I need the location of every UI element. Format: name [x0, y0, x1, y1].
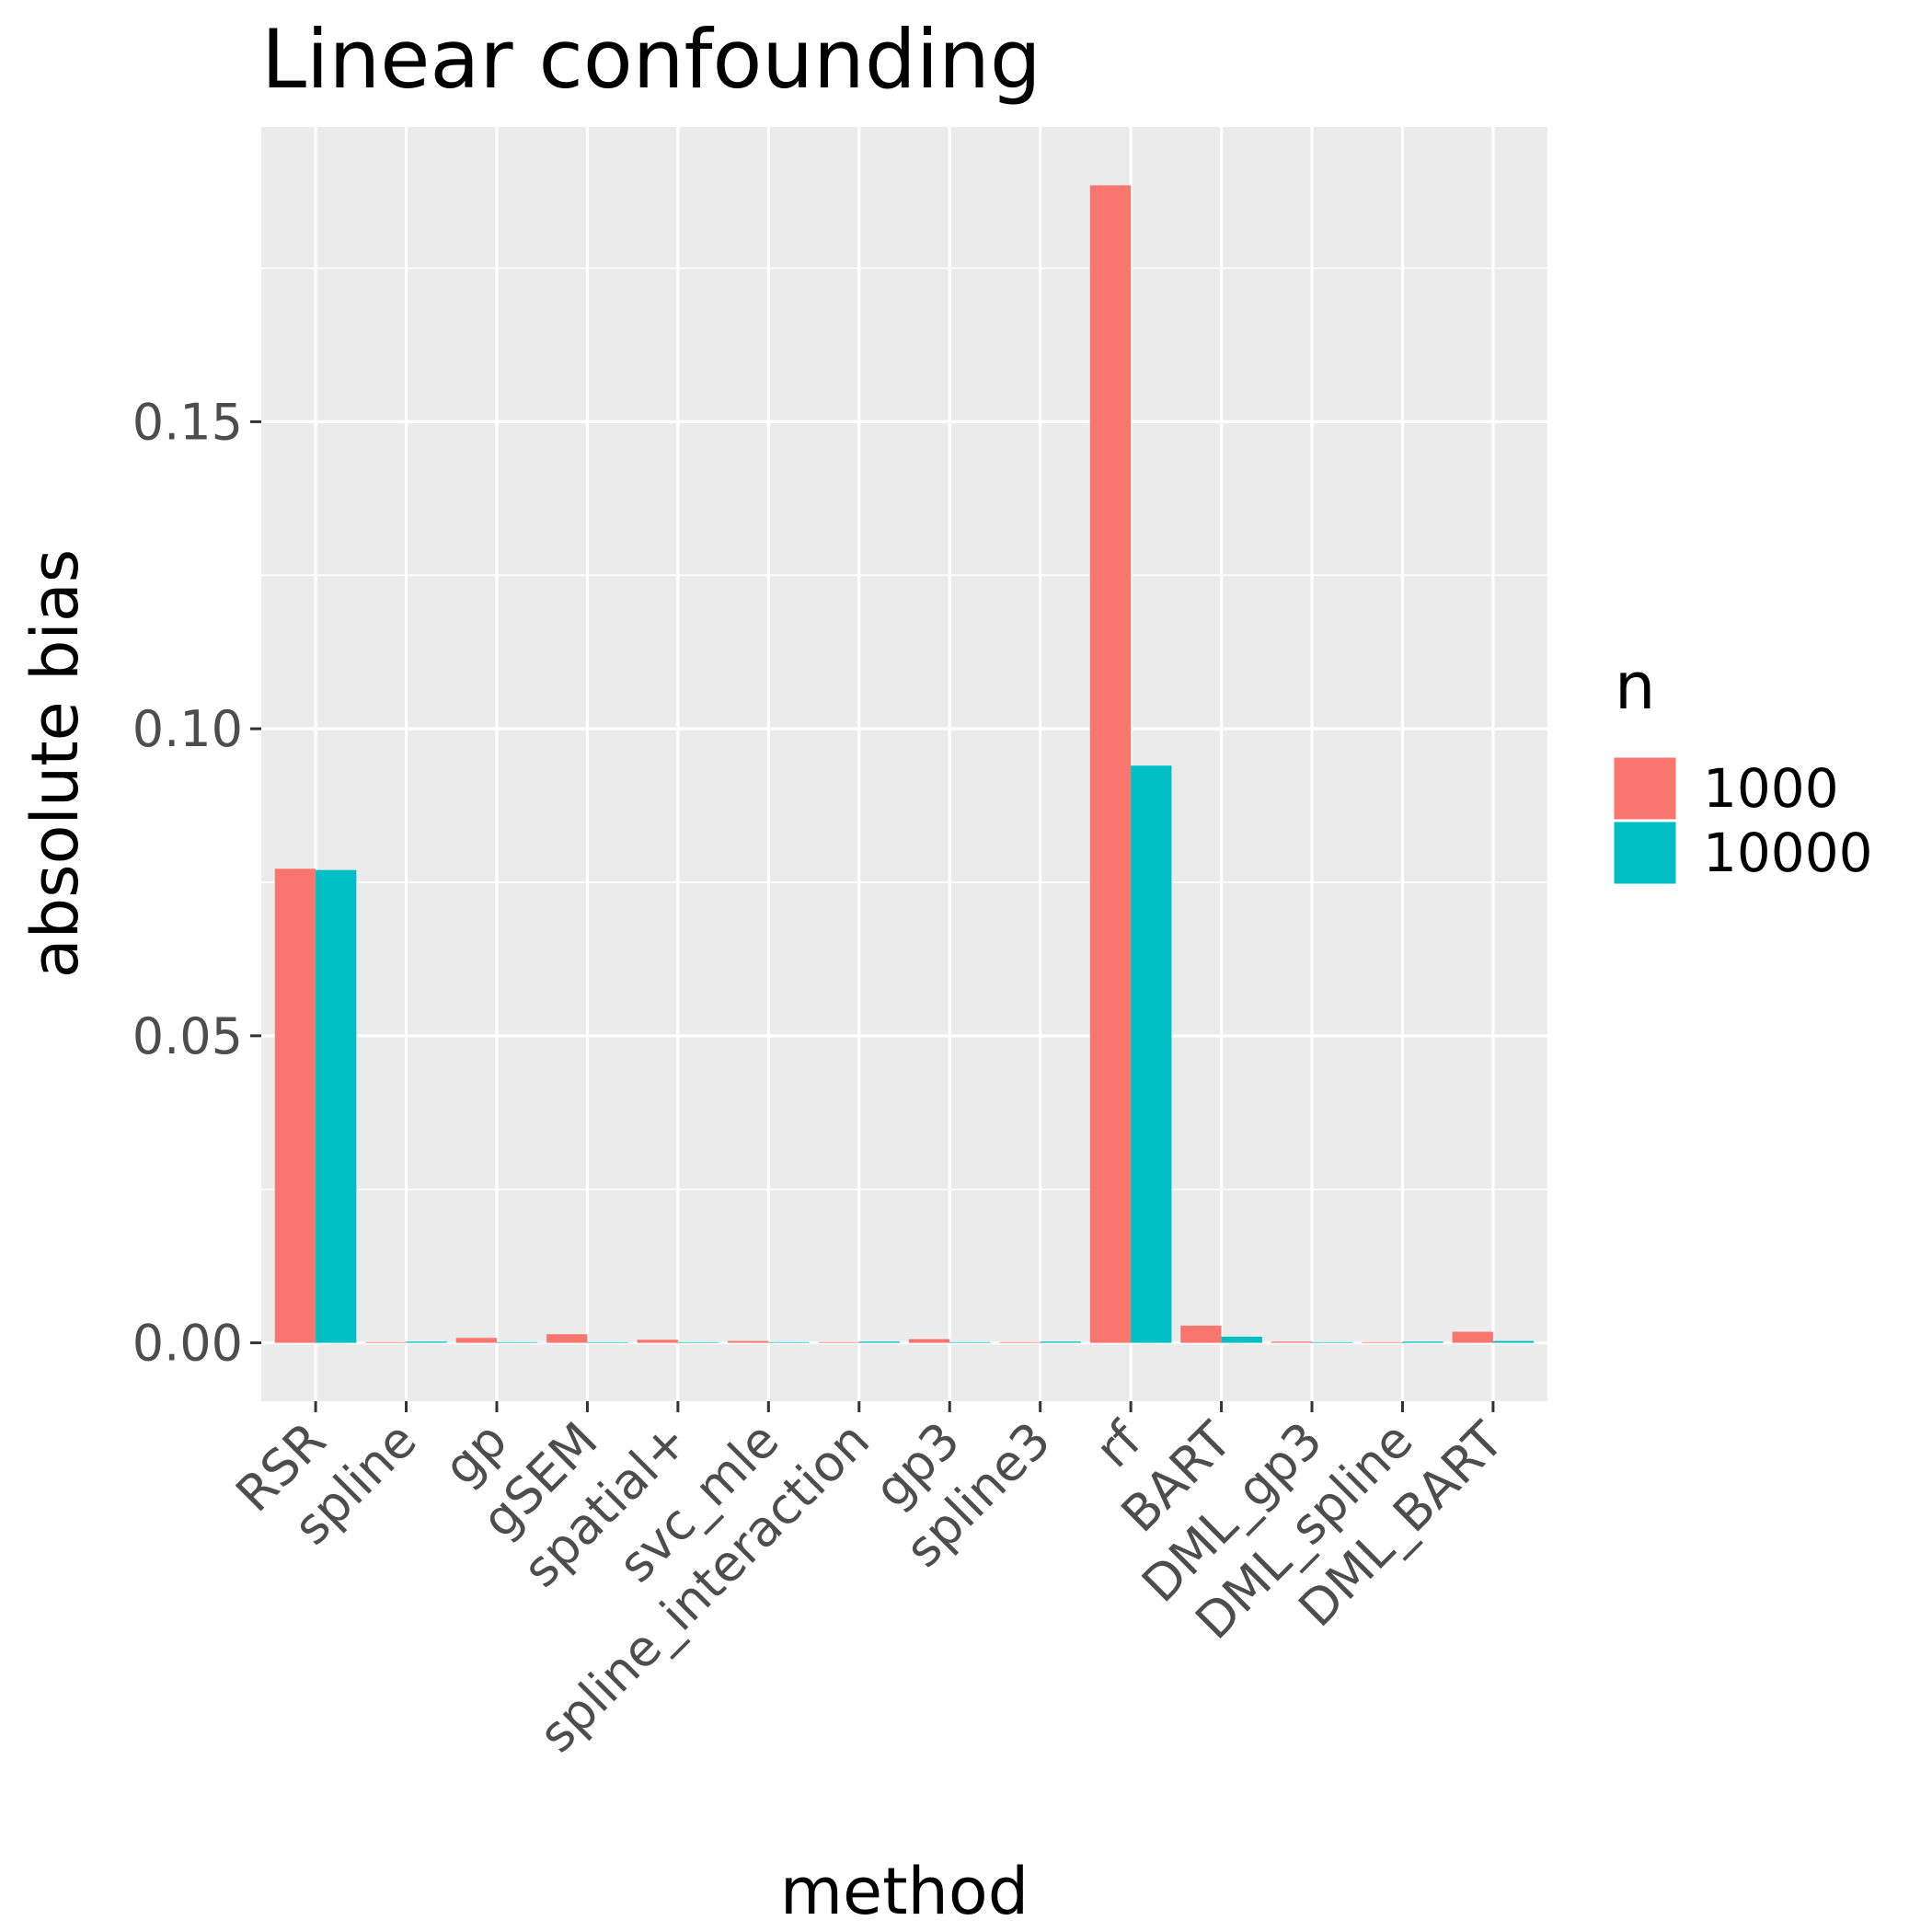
bar-1000-BART: [1180, 1325, 1222, 1343]
bar-10000-spline3: [1040, 1341, 1081, 1343]
bar-10000-BART: [1221, 1336, 1262, 1343]
bar-1000-gp3: [908, 1339, 950, 1343]
y-tick-label: 0.15: [132, 393, 243, 451]
bar-10000-spline: [406, 1341, 447, 1343]
chart-title: Linear confounding: [261, 12, 1041, 107]
bar-10000-spline_interaction: [858, 1341, 901, 1343]
bar-1000-DML_spline: [1362, 1341, 1403, 1343]
bar-10000-RSR: [316, 869, 357, 1343]
bar-10000-DML_spline: [1402, 1341, 1443, 1343]
y-tick-label: 0.00: [132, 1315, 243, 1373]
bar-10000-DML_gp3: [1312, 1341, 1353, 1343]
bar-10000-spatial+: [677, 1341, 719, 1343]
y-tick-label: 0.05: [132, 1007, 243, 1065]
legend-key-10000: [1611, 819, 1679, 887]
bar-1000-gSEM: [546, 1334, 588, 1343]
bar-10000-gp: [496, 1341, 538, 1343]
bar-10000-gp3: [949, 1341, 991, 1343]
bar-1000-gp: [455, 1338, 497, 1343]
bar-1000-DML_BART: [1452, 1331, 1493, 1343]
bar-1000-spline_interaction: [818, 1341, 859, 1343]
minor-gridlines: [261, 267, 1547, 1190]
legend-key-1000: [1611, 754, 1679, 822]
bars: [274, 185, 1535, 1343]
bar-10000-rf: [1131, 765, 1172, 1343]
plot-panel: [261, 127, 1547, 1401]
bar-10000-DML_BART: [1492, 1340, 1535, 1343]
legend-title: n: [1615, 649, 1655, 724]
y-axis: 0.00 0.05 0.10 0.15: [132, 393, 261, 1373]
bar-10000-svc_mle: [768, 1341, 810, 1343]
y-tick-label: 0.10: [132, 700, 243, 758]
bar-1000-RSR: [274, 868, 316, 1343]
bar-1000-spline3: [999, 1341, 1041, 1343]
bar-1000-DML_gp3: [1271, 1341, 1313, 1343]
bar-1000-rf: [1089, 185, 1132, 1343]
legend-label-1000: 1000: [1703, 757, 1839, 820]
bar-10000-gSEM: [587, 1341, 628, 1343]
bar-1000-spatial+: [637, 1340, 678, 1343]
bar-1000-svc_mle: [728, 1340, 769, 1343]
x-axis-title: method: [780, 1854, 1029, 1929]
y-axis-title: absolute bias: [17, 549, 93, 978]
legend-label-10000: 10000: [1703, 822, 1873, 884]
bar-1000-spline: [365, 1341, 407, 1343]
